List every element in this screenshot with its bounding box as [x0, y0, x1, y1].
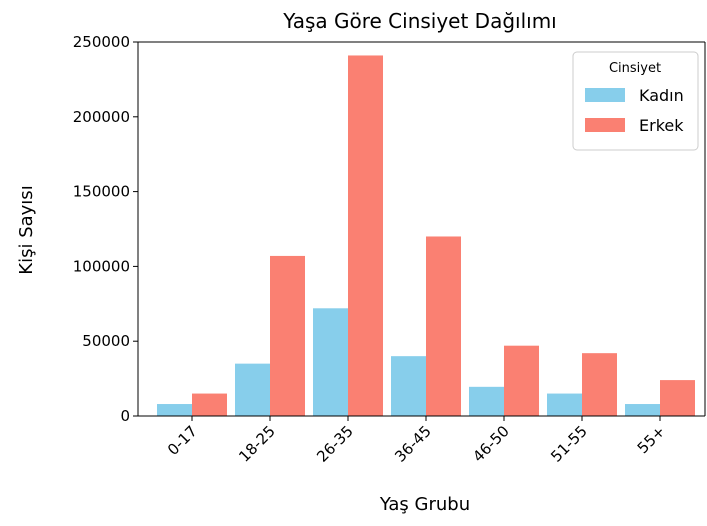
y-tick-label: 100000 [73, 257, 130, 275]
bar [547, 393, 582, 416]
bar [504, 345, 539, 416]
y-tick-label: 50000 [82, 332, 130, 350]
bar [313, 308, 348, 416]
y-tick-label: 150000 [73, 183, 130, 201]
bar [270, 255, 305, 416]
y-tick-label: 0 [120, 407, 130, 425]
y-tick-label: 250000 [73, 33, 130, 51]
x-tick-label: 55+ [634, 422, 669, 457]
bar [625, 404, 660, 416]
legend-title: Cinsiyet [609, 61, 661, 76]
legend-label: Erkek [639, 116, 684, 135]
x-tick-label: 26-35 [313, 422, 357, 466]
bar [235, 363, 270, 416]
bar [469, 386, 504, 416]
legend-label: Kadın [639, 86, 684, 105]
bar [192, 393, 227, 416]
legend-swatch [585, 88, 625, 102]
chart-title: Yaşa Göre Cinsiyet Dağılımı [282, 9, 557, 33]
x-tick-label: 18-25 [235, 422, 279, 466]
x-axis-label: Yaş Grubu [379, 494, 470, 515]
bar [348, 55, 383, 417]
bar [426, 236, 461, 416]
legend-swatch [585, 118, 625, 132]
bar [582, 353, 617, 416]
x-tick-label: 0-17 [164, 422, 201, 459]
bar [660, 380, 695, 416]
x-tick-label: 36-45 [391, 422, 435, 466]
y-axis-label: Kişi Sayısı [16, 185, 37, 274]
y-tick-label: 200000 [73, 108, 130, 126]
bar [391, 356, 426, 416]
x-tick-label: 51-55 [547, 422, 591, 466]
bar [157, 404, 192, 416]
x-tick-label: 46-50 [469, 422, 513, 466]
